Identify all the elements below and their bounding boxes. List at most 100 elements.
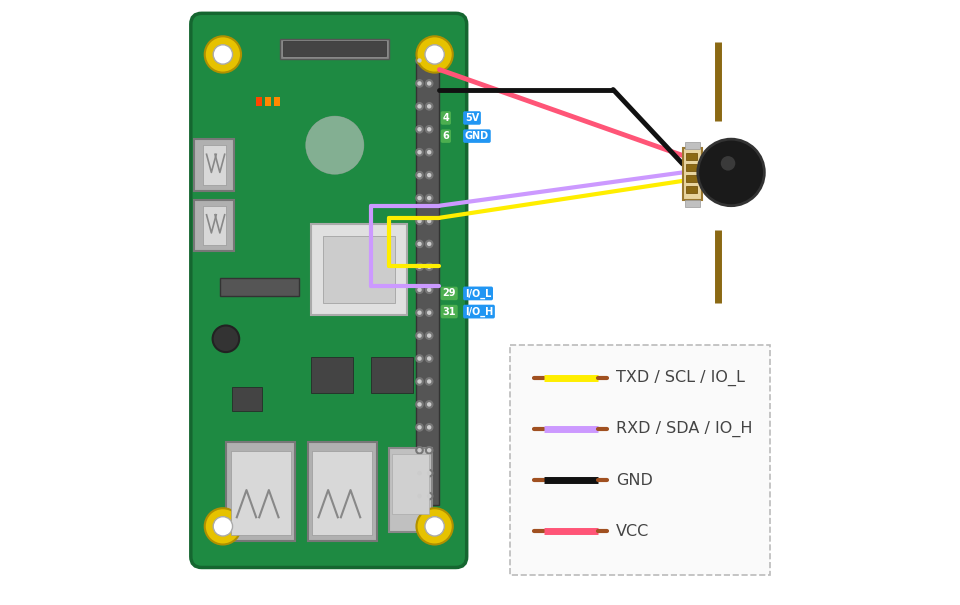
Bar	[203, 145, 226, 185]
Text: 29: 29	[443, 289, 456, 298]
Circle shape	[416, 80, 423, 87]
Bar	[195, 139, 234, 191]
Bar	[311, 357, 353, 393]
Text: 5V: 5V	[465, 113, 479, 123]
Circle shape	[427, 128, 431, 131]
Circle shape	[427, 174, 431, 177]
Bar	[323, 236, 396, 302]
Circle shape	[418, 243, 421, 246]
Circle shape	[427, 494, 431, 497]
Circle shape	[416, 378, 423, 385]
Circle shape	[416, 355, 423, 362]
Circle shape	[425, 355, 433, 362]
Circle shape	[416, 217, 423, 224]
Circle shape	[425, 378, 433, 385]
Circle shape	[425, 103, 433, 110]
Circle shape	[418, 426, 421, 429]
Circle shape	[427, 266, 431, 269]
Circle shape	[416, 332, 423, 339]
Bar	[312, 451, 372, 535]
FancyBboxPatch shape	[511, 345, 771, 575]
Circle shape	[418, 334, 421, 337]
Circle shape	[425, 217, 433, 224]
Bar	[686, 175, 697, 182]
Circle shape	[418, 494, 421, 497]
Circle shape	[416, 492, 423, 500]
Bar	[220, 278, 299, 296]
Circle shape	[427, 357, 431, 360]
Circle shape	[416, 424, 423, 431]
Circle shape	[416, 194, 423, 201]
Circle shape	[417, 508, 453, 544]
Circle shape	[427, 334, 431, 337]
Circle shape	[416, 103, 423, 110]
Circle shape	[425, 263, 433, 270]
Bar	[389, 448, 432, 532]
Circle shape	[427, 82, 431, 85]
Bar	[230, 451, 291, 535]
Circle shape	[425, 149, 433, 156]
Circle shape	[416, 171, 423, 178]
Bar	[683, 148, 702, 200]
Circle shape	[427, 311, 431, 314]
Text: I/O_L: I/O_L	[465, 289, 492, 298]
Text: 6: 6	[443, 131, 449, 141]
Circle shape	[418, 288, 421, 291]
Text: VCC: VCC	[616, 524, 649, 539]
Bar	[686, 164, 697, 171]
Circle shape	[418, 357, 421, 360]
Circle shape	[418, 151, 421, 154]
Circle shape	[425, 424, 433, 431]
Circle shape	[425, 57, 433, 64]
Circle shape	[425, 517, 444, 536]
Circle shape	[418, 311, 421, 314]
Circle shape	[418, 380, 421, 383]
Circle shape	[427, 472, 431, 475]
Circle shape	[425, 80, 433, 87]
Circle shape	[721, 156, 735, 171]
Circle shape	[416, 149, 423, 156]
Bar	[311, 224, 407, 315]
Text: GND: GND	[465, 131, 489, 141]
Text: 31: 31	[443, 307, 456, 316]
Circle shape	[416, 286, 423, 293]
Bar	[283, 41, 386, 56]
Circle shape	[417, 36, 453, 73]
Text: TXD / SCL / IO_L: TXD / SCL / IO_L	[616, 370, 745, 386]
Bar	[203, 206, 226, 245]
Circle shape	[213, 45, 232, 64]
Bar	[685, 200, 700, 207]
Circle shape	[204, 508, 241, 544]
Circle shape	[416, 263, 423, 270]
Circle shape	[418, 472, 421, 475]
Circle shape	[213, 517, 232, 536]
Bar	[393, 454, 428, 514]
Circle shape	[427, 105, 431, 108]
Circle shape	[427, 243, 431, 246]
Circle shape	[418, 128, 421, 131]
Circle shape	[418, 449, 421, 452]
Circle shape	[425, 171, 433, 178]
Circle shape	[425, 401, 433, 408]
Bar	[280, 39, 389, 59]
Circle shape	[305, 116, 364, 174]
Text: GND: GND	[616, 473, 653, 488]
Circle shape	[425, 240, 433, 247]
Circle shape	[425, 45, 444, 64]
Circle shape	[416, 401, 423, 408]
Bar	[417, 51, 440, 505]
Circle shape	[425, 469, 433, 477]
Bar	[265, 97, 272, 106]
Circle shape	[427, 449, 431, 452]
Circle shape	[416, 126, 423, 133]
Circle shape	[427, 220, 431, 223]
Circle shape	[418, 59, 421, 62]
Circle shape	[427, 59, 431, 62]
Text: I/O_H: I/O_H	[465, 307, 493, 316]
Circle shape	[427, 151, 431, 154]
Bar	[232, 387, 262, 411]
Bar	[372, 357, 414, 393]
Circle shape	[425, 194, 433, 201]
Bar	[195, 200, 234, 251]
Circle shape	[425, 286, 433, 293]
